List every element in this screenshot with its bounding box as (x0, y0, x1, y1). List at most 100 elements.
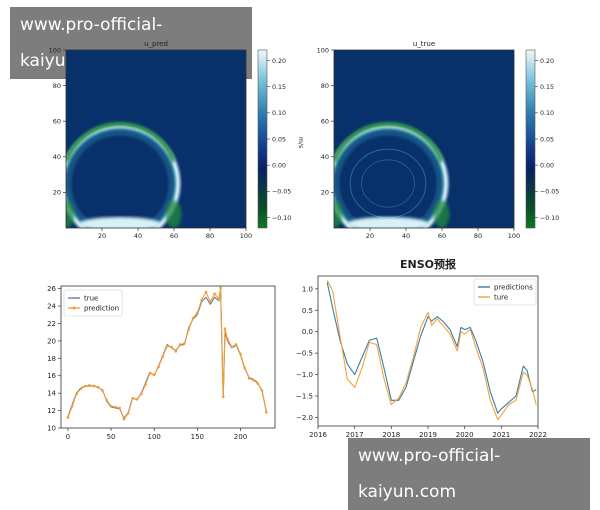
y-tick-label: 80 (53, 82, 61, 90)
colorbar-tick-label: 0.20 (272, 58, 286, 65)
colorbar-tick-label: 0.05 (540, 136, 554, 143)
data-point-prediction (217, 297, 221, 301)
series-line-predictions (326, 282, 537, 414)
colorbar-tick-label: −0.05 (540, 189, 559, 196)
data-point-prediction (219, 286, 222, 290)
y-tick-label: 0.0 (302, 328, 313, 336)
inner-ring (336, 132, 440, 228)
y-tick-label: 22 (47, 320, 56, 328)
x-tick-label: 50 (107, 433, 116, 441)
x-tick-label: 60 (438, 232, 446, 240)
data-point-prediction (157, 365, 160, 369)
x-tick-label: 100 (240, 232, 252, 240)
data-point-prediction (208, 300, 212, 303)
data-point-prediction (247, 377, 251, 380)
x-tick-label: 2022 (529, 431, 547, 439)
wave-ring-group (334, 121, 451, 228)
data-point-prediction (187, 328, 191, 331)
axes-frame (333, 49, 515, 229)
enso-forecast-chart: ENSO预报 2016 2017 2018 2019 2020 2021 2022 1.0 0.5… (296, 257, 547, 450)
data-point-prediction (79, 387, 83, 391)
colorbar-tick-label: 0.05 (272, 136, 286, 143)
data-point-prediction (127, 411, 130, 415)
x-tick-label: 150 (191, 433, 204, 441)
axes-frame (65, 49, 247, 229)
x-tick-label: 2016 (309, 431, 327, 439)
data-point-prediction (152, 373, 156, 377)
bottom-left-green-lobe (66, 200, 75, 228)
data-point-prediction (265, 411, 268, 414)
green-trough-band (334, 122, 444, 163)
data-point-prediction (252, 378, 255, 382)
y-tick-label: −2.0 (296, 414, 313, 422)
data-point-prediction (118, 406, 121, 410)
colorbar-tick-label: 0.00 (272, 162, 286, 169)
colorbar (257, 49, 268, 229)
data-point-prediction (135, 397, 139, 401)
y-tick-label: 14 (47, 390, 56, 398)
data-point-prediction (239, 352, 242, 356)
x-tick-label: 80 (474, 232, 482, 240)
watermark-bottom: www.pro-official-kaiyun.com (348, 438, 590, 510)
data-point-prediction (88, 384, 91, 387)
bottom-left-green-lobe (334, 200, 343, 228)
x-tick-label: 20 (98, 232, 106, 240)
outer-ring-glow (334, 121, 451, 228)
data-point-prediction (191, 316, 195, 320)
x-tick-label: 80 (206, 232, 214, 240)
legend-label: predictions (494, 284, 533, 292)
y-tick-label: 20 (53, 189, 61, 197)
data-point-prediction (256, 382, 260, 385)
data-point-prediction (131, 397, 134, 400)
data-point-prediction (174, 350, 178, 353)
y-tick-label: 24 (47, 303, 56, 311)
heatmap-title: u_true (413, 40, 435, 48)
y-tick-label: 26 (47, 285, 56, 293)
y-tick-label: 16 (47, 372, 56, 380)
colorbar-tick-label: −0.05 (272, 189, 291, 196)
heatmap-u-true: u_true 20 40 60 80 100 20 40 60 80 100 0.20 0.15 0.10… (317, 40, 560, 240)
legend-box (473, 278, 537, 306)
legend-label: ture (494, 294, 508, 302)
x-tick-label: 60 (170, 232, 178, 240)
y-tick-label: −1.0 (296, 371, 313, 379)
heatmap-u-pred: u_pred 20 40 60 80 100 20 40 60 80 100 0.20 0.15 0.10… (49, 40, 304, 240)
data-point-prediction (148, 371, 152, 375)
y-tick-label: 12 (47, 407, 56, 415)
data-point-prediction (122, 417, 126, 421)
wave-ring-group (66, 121, 183, 228)
data-point-prediction (260, 389, 264, 392)
colorbar-tick-label: 0.10 (272, 110, 286, 117)
data-point-prediction (96, 385, 100, 389)
bottom-right-green-lobe (433, 200, 450, 228)
x-tick-label: 100 (148, 433, 161, 441)
green-trough-band (66, 122, 176, 163)
outer-ring-glow (66, 121, 183, 228)
legend-box (63, 289, 123, 317)
colorbar-tick-label: 0.00 (540, 162, 554, 169)
y-tick-label: −0.5 (296, 350, 313, 358)
colorbar-tick-label: 0.15 (272, 84, 286, 91)
x-tick-label: 0 (66, 433, 70, 441)
y-tick-label: 100 (317, 46, 329, 54)
data-point-prediction (243, 366, 247, 370)
colorbar-unit-label: m/s (297, 137, 304, 149)
y-tick-label: 80 (321, 82, 329, 90)
bottom-bright-crest (347, 217, 429, 228)
data-point-prediction (70, 404, 74, 408)
x-tick-label: 100 (508, 232, 520, 240)
data-point-prediction (223, 327, 227, 330)
colorbar-tick-label: 0.10 (540, 110, 554, 117)
data-point-prediction (196, 311, 199, 315)
y-tick-label: 20 (47, 337, 56, 345)
data-point-prediction (230, 345, 234, 349)
x-tick-label: 20 (366, 232, 374, 240)
data-point-prediction (105, 398, 109, 402)
inner-ring (68, 132, 172, 228)
data-point-prediction (139, 392, 143, 396)
data-point-prediction (114, 405, 117, 409)
data-point-prediction (161, 355, 165, 358)
legend-label: prediction (84, 305, 119, 313)
chart-title: ENSO预报 (400, 257, 457, 271)
series-line-ture (326, 280, 537, 421)
